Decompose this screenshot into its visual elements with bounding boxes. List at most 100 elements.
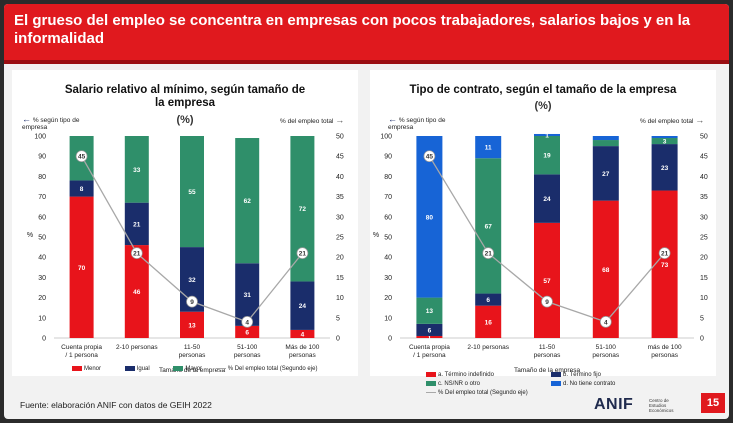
line-point	[658, 247, 671, 260]
y2-tick-label: 5	[700, 315, 704, 322]
legend-swatch-green	[426, 380, 436, 386]
line-point-label: 9	[190, 299, 194, 306]
legend-item-igual: Igual	[124, 366, 150, 372]
line-point-label: 45	[78, 154, 86, 161]
y2-tick-label: 10	[336, 295, 344, 302]
line-point	[241, 315, 254, 328]
legend-label-indefinido: a. Término indefinido	[438, 372, 494, 378]
y-tick-label: 20	[384, 295, 392, 302]
data-label: 1	[545, 132, 549, 139]
legend-item-line: % Del empleo total (Segundo eje)	[215, 366, 317, 372]
bar-segment	[180, 311, 204, 338]
line-point-label: 21	[661, 251, 669, 258]
right-note-secondary-text: % del empleo total	[640, 118, 694, 125]
legend-label-nsnr: c. NS/NR o otro	[438, 381, 481, 387]
bar-segment	[592, 140, 619, 147]
category-label: / 1 persona	[413, 352, 446, 359]
y2-tick-label: 45	[336, 154, 344, 161]
y2-tick-label: 40	[336, 174, 344, 181]
y-tick-label: 20	[38, 295, 46, 302]
category-label: / 1 persona	[65, 352, 98, 359]
legend-swatch-green	[173, 366, 184, 371]
y2-tick-label: 35	[336, 194, 344, 201]
y-axis-label: %	[373, 232, 379, 239]
category-label: personas	[234, 352, 261, 359]
bar-segment	[180, 136, 204, 248]
bar-segment	[592, 146, 619, 201]
line-point-label: 9	[545, 299, 549, 306]
line-point	[75, 150, 88, 163]
y2-tick-label: 0	[336, 336, 340, 343]
bar-segment	[475, 305, 502, 338]
y2-tick-label: 40	[700, 174, 708, 181]
bar-segment	[534, 136, 560, 175]
category-label: personas	[289, 352, 316, 359]
y-tick-label: 50	[384, 235, 392, 242]
category-label: Más de 100	[285, 344, 319, 351]
data-label: 4	[301, 331, 305, 338]
line-point-label: 21	[133, 251, 141, 258]
data-label: 21	[133, 221, 141, 228]
legend-swatch-blue	[551, 380, 561, 386]
y-tick-label: 30	[384, 275, 392, 282]
right-chart-panel: Tipo de contrato, según el tamaño de la …	[370, 70, 716, 396]
data-label: 13	[188, 322, 196, 329]
data-label: 67	[485, 223, 493, 230]
y-tick-label: 80	[384, 174, 392, 181]
bar-segment	[124, 136, 149, 203]
y2-tick-label: 25	[336, 235, 344, 242]
y-tick-label: 0	[42, 336, 46, 343]
data-label: 80	[426, 214, 434, 221]
bar-segment	[416, 297, 443, 324]
category-label: más de 100	[648, 344, 682, 351]
bar-segment	[290, 329, 315, 338]
right-note-primary-text: % según tipo de empresa	[388, 117, 446, 131]
right-legend: a. Término indefinido b. Término fijo c.…	[426, 371, 666, 398]
data-label: 24	[543, 196, 551, 203]
category-label: 51-100	[596, 344, 617, 351]
x-axis-label: Tamaño de la empresa	[514, 367, 581, 374]
left-arrow-icon: ←	[22, 114, 31, 124]
y-tick-label: 40	[384, 255, 392, 262]
y2-tick-label: 15	[336, 275, 344, 282]
bar-segment	[534, 174, 560, 223]
left-note-secondary-text: % del empleo total	[280, 118, 334, 125]
anif-logo-subtitle: Centro de Estudios Económicos	[649, 398, 674, 413]
header-banner: El grueso del empleo se concentra en emp…	[4, 4, 729, 64]
y-tick-label: 80	[38, 174, 46, 181]
legend-item-sincontrato: d. No tiene contrato	[551, 380, 615, 389]
category-label: personas	[651, 352, 678, 359]
y-tick-label: 70	[38, 194, 46, 201]
right-arrow-icon: →	[695, 115, 705, 125]
y2-tick-label: 30	[336, 214, 344, 221]
y2-tick-label: 20	[336, 255, 344, 262]
bar-segment	[290, 281, 315, 330]
data-label: 55	[188, 189, 196, 196]
y2-tick-label: 45	[700, 154, 708, 161]
left-chart-title: Salario relativo al mínimo, según tamaño…	[64, 84, 306, 109]
bar-segment	[416, 136, 443, 298]
line-point	[423, 150, 436, 163]
line-point-label: 21	[299, 251, 307, 258]
legend-label-mayor: Mayor	[185, 366, 203, 373]
y-tick-label: 60	[38, 214, 46, 221]
line-point-label: 21	[485, 251, 493, 258]
line-point	[130, 247, 143, 260]
legend-item-line: % Del empleo total (Segundo eje)	[426, 390, 528, 396]
bar-segment	[235, 263, 260, 326]
bar-segment	[651, 136, 678, 139]
y-tick-label: 100	[380, 134, 392, 141]
legend-label-menor: Menor	[84, 366, 102, 373]
y2-tick-label: 25	[700, 235, 708, 242]
anif-logo: ANIF	[594, 396, 634, 413]
data-label: 8	[80, 186, 84, 193]
legend-label-fijo: b. Término fijo	[563, 372, 601, 378]
legend-item-fijo: b. Término fijo	[551, 371, 601, 380]
right-chart-title: Tipo de contrato, según el tamaño de la …	[409, 84, 677, 96]
right-note-secondary: % del empleo total →	[640, 115, 710, 126]
bar-segment	[416, 335, 443, 338]
category-label: 11-50	[539, 344, 556, 351]
y-tick-label: 10	[38, 315, 46, 322]
data-label: 46	[133, 289, 141, 296]
line-point	[599, 315, 612, 328]
